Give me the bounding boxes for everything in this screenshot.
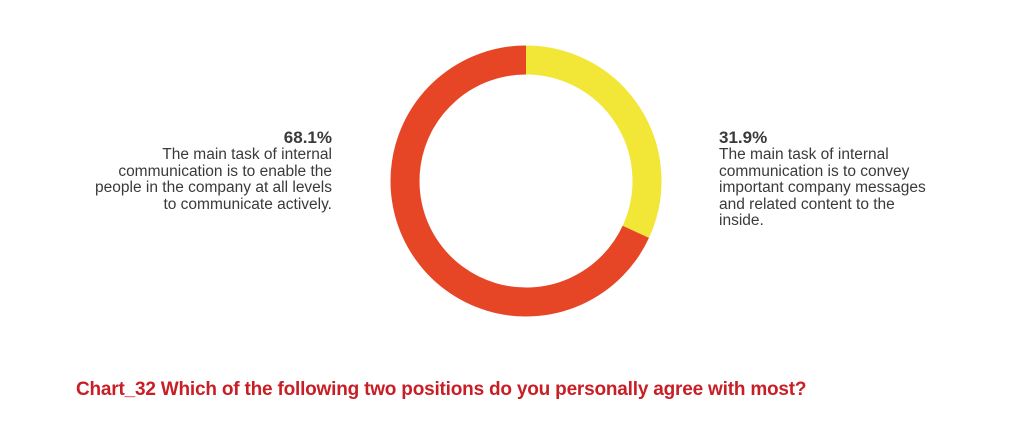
donut-slice-0 bbox=[525, 45, 662, 238]
slice-description-right: The main task of internal communication … bbox=[719, 146, 926, 229]
chart-title: Chart_32 Which of the following two posi… bbox=[76, 379, 807, 400]
callout-right: 31.9% The main task of internal communic… bbox=[719, 129, 939, 230]
callout-left: 68.1% The main task of internal communic… bbox=[92, 129, 332, 213]
donut-slice-1 bbox=[390, 45, 649, 317]
slice-description-left: The main task of internal communication … bbox=[95, 146, 332, 213]
slice-label-left: 68.1% bbox=[283, 128, 332, 147]
donut-slices bbox=[390, 45, 662, 317]
slice-label-right: 31.9% bbox=[719, 128, 768, 147]
